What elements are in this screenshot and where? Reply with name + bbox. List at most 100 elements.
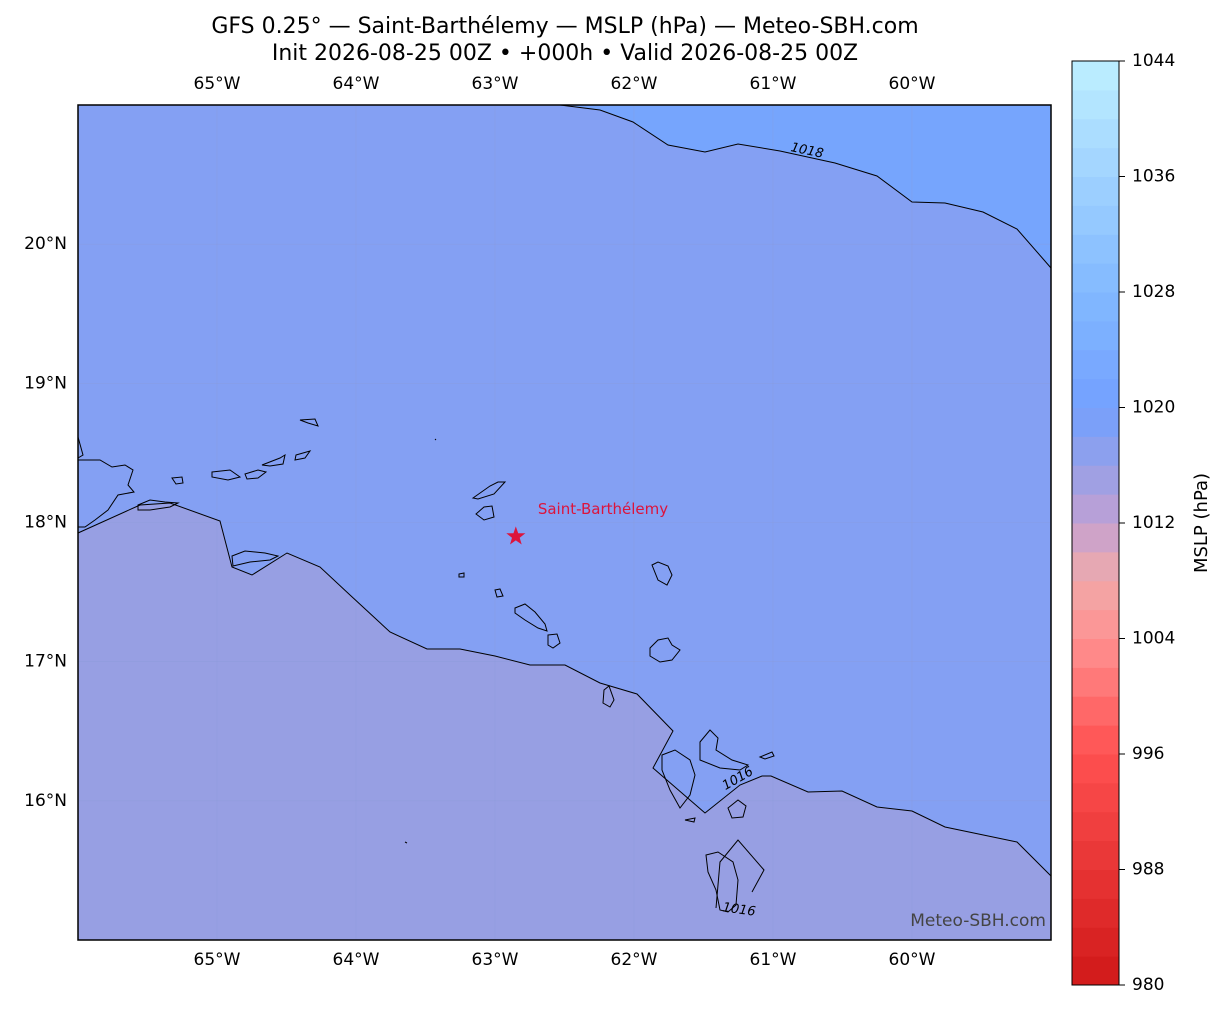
colorbar-band [1072, 638, 1119, 668]
place-label: Saint-Barthélemy [538, 500, 668, 518]
lon-tick-label: 61°W [750, 950, 797, 970]
colorbar-label: MSLP (hPa) [1191, 473, 1212, 573]
colorbar-band [1072, 754, 1119, 784]
coast-st-croix [231, 550, 280, 567]
lon-tick-label: 62°W [611, 74, 658, 94]
lat-tick-label: 18°N [24, 513, 67, 533]
coast-st-kitts [514, 603, 548, 632]
coast-puerto-rico [77, 436, 135, 528]
contour-label: 1018 [789, 140, 824, 162]
contours [77, 104, 1052, 909]
colorbar-band [1072, 898, 1119, 928]
coast-desirade [758, 751, 775, 760]
colorbar-band [1072, 147, 1119, 177]
contour-1016 [77, 502, 1052, 877]
lat-tick-label: 16°N [24, 791, 67, 811]
colorbar-tick-label: 996 [1132, 744, 1164, 764]
colorbar-band [1072, 840, 1119, 870]
colorbar-band [1072, 956, 1119, 986]
contour-1018 [559, 104, 1052, 269]
coast-aves [404, 841, 408, 844]
watermark: Meteo-SBH.com [910, 911, 1046, 931]
colorbar-band [1072, 292, 1119, 322]
lon-tick-label: 62°W [611, 950, 658, 970]
coast-anguilla [471, 481, 507, 500]
colorbar-band [1072, 609, 1119, 639]
lon-tick-label: 65°W [194, 950, 241, 970]
colorbar-tick-label: 1004 [1132, 629, 1175, 649]
coast-vieques [137, 499, 180, 511]
colorbar-tick-label: 1028 [1132, 282, 1175, 302]
lon-tick-label: 63°W [472, 74, 519, 94]
colorbar-band [1072, 927, 1119, 957]
contour-1016-small [715, 839, 765, 909]
lon-tick-label: 61°W [750, 74, 797, 94]
colorbar-band [1072, 523, 1119, 553]
colorbar-band [1072, 667, 1119, 697]
colorbar-band [1072, 436, 1119, 466]
coast-st-thomas [171, 476, 184, 485]
subtitle: Init 2026-08-25 00Z • +000h • Valid 2026… [272, 41, 858, 66]
coast-dominica [705, 851, 739, 913]
coast-vg [261, 453, 286, 467]
field-below-1016 [78, 503, 1051, 940]
coast-montserrat [602, 685, 615, 708]
lon-tick-label: 63°W [472, 950, 519, 970]
colorbar-band [1072, 61, 1119, 91]
coast-saba [458, 572, 465, 578]
coast-sombrero [299, 418, 319, 427]
colorbar-tick-label: 980 [1132, 975, 1164, 995]
colorbar-band [1072, 89, 1119, 120]
colorbar-tick-label: 1020 [1132, 398, 1175, 418]
contour-label: 1016 [722, 900, 757, 919]
coast-guadeloupe [661, 729, 750, 809]
colorbar-band [1072, 465, 1119, 495]
coast-tortola [244, 469, 268, 480]
colorbar-band [1072, 407, 1119, 437]
coast-barbuda-antigua [651, 561, 673, 586]
field-above-1018 [560, 105, 1051, 268]
coast-nevis [547, 633, 561, 649]
colorbar-band [1072, 205, 1119, 235]
coast-antigua [649, 637, 681, 663]
coast-statia [494, 588, 504, 598]
colorbar-band [1072, 263, 1119, 293]
colorbar-band [1072, 696, 1119, 726]
title: GFS 0.25° — Saint-Barthélemy — MSLP (hPa… [211, 14, 918, 39]
coast-les-saintes [684, 817, 696, 823]
coast-islet [434, 438, 437, 441]
lon-tick-label: 60°W [889, 950, 936, 970]
colorbar-band [1072, 580, 1119, 611]
colorbar-band [1072, 725, 1119, 755]
colorbar-band [1072, 869, 1119, 899]
colorbar-band [1072, 234, 1119, 264]
lon-tick-label: 65°W [194, 74, 241, 94]
lat-tick-label: 17°N [24, 652, 67, 672]
lon-tick-label: 64°W [333, 74, 380, 94]
place-marker [506, 526, 526, 545]
colorbar-tick-label: 1036 [1132, 167, 1175, 187]
colorbar-band [1072, 378, 1119, 408]
coast-st-john [211, 469, 242, 481]
lon-tick-label: 64°W [333, 950, 380, 970]
coastlines [77, 418, 775, 913]
colorbar-tick-label: 988 [1132, 860, 1164, 880]
lon-tick-label: 60°W [889, 74, 936, 94]
colorbar-band [1072, 782, 1119, 813]
coast-st-martin [475, 505, 495, 521]
colorbar-band [1072, 118, 1119, 149]
colorbar-tick-label: 1012 [1132, 513, 1175, 533]
colorbar-band [1072, 349, 1119, 380]
colorbar-band [1072, 494, 1119, 524]
map-frame [77, 104, 1052, 941]
lat-tick-label: 19°N [24, 373, 67, 393]
lat-tick-label: 20°N [24, 234, 67, 254]
coast-marie-galante [727, 799, 747, 819]
colorbar-band [1072, 811, 1119, 842]
coast-anegada [294, 450, 312, 461]
colorbar-band [1072, 551, 1119, 582]
colorbar-band [1072, 320, 1119, 351]
colorbar-tick-label: 1044 [1132, 51, 1175, 71]
colorbar-band [1072, 176, 1119, 206]
